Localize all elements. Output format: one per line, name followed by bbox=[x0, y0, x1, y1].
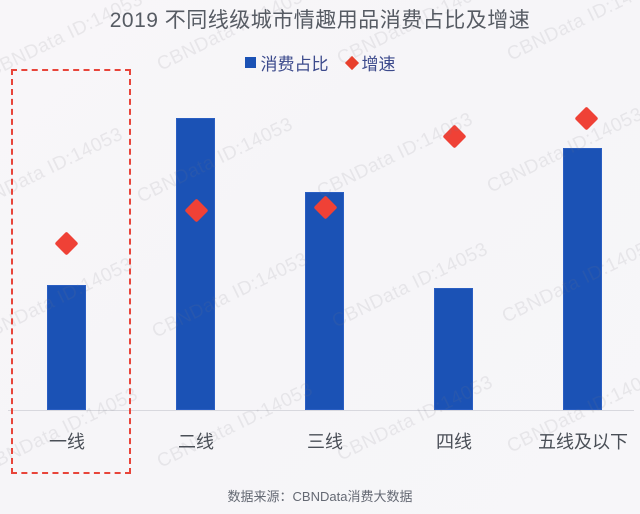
legend-label-bar-series: 消费占比 bbox=[260, 55, 329, 74]
x-axis-label-1: 一线 bbox=[49, 432, 85, 452]
legend-label-point-series: 增速 bbox=[361, 55, 396, 74]
bar-2[interactable] bbox=[176, 118, 215, 410]
bar-1[interactable] bbox=[47, 285, 86, 410]
bar-3[interactable] bbox=[305, 192, 344, 410]
source-note: 数据来源：CBNData消费大数据 bbox=[227, 489, 413, 504]
bar-5[interactable] bbox=[563, 148, 602, 410]
chart-title: 2019 不同线级城市情趣用品消费占比及增速 bbox=[109, 9, 531, 32]
growth-diamond-4[interactable] bbox=[441, 123, 467, 149]
chart-legend: 消费占比 增速 bbox=[0, 50, 640, 75]
growth-diamond-5[interactable] bbox=[573, 105, 599, 131]
legend-item-point-series[interactable]: 增速 bbox=[344, 50, 396, 75]
x-axis-label-3: 三线 bbox=[307, 432, 343, 452]
legend-square-icon bbox=[244, 57, 256, 68]
x-axis-label-5: 五线及以下 bbox=[538, 432, 628, 452]
legend-item-bar-series[interactable]: 消费占比 bbox=[244, 50, 329, 75]
x-axis-baseline bbox=[8, 410, 634, 411]
x-axis-label-4: 四线 bbox=[436, 432, 472, 452]
bar-4[interactable] bbox=[434, 288, 473, 410]
x-axis-labels: 一线 二线 三线 四线 五线及以下 bbox=[0, 428, 640, 460]
legend-diamond-icon bbox=[344, 55, 359, 70]
x-axis-label-2: 二线 bbox=[178, 432, 214, 452]
growth-diamond-1[interactable] bbox=[53, 230, 79, 256]
